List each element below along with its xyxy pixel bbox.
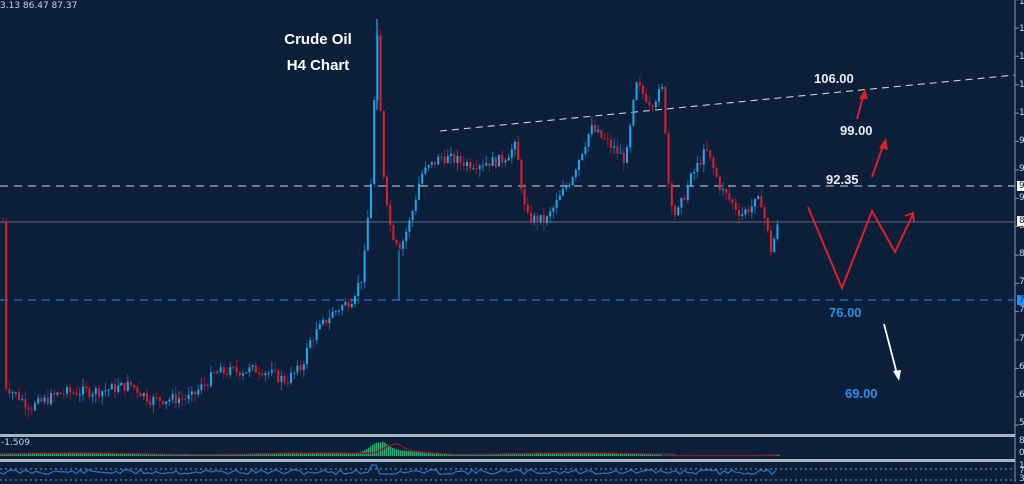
target-label-106: 106.00	[814, 71, 854, 86]
price-axis-label: 102.60	[1019, 108, 1024, 118]
support-price-tag: 76.18	[1017, 295, 1024, 305]
chart-title-instrument: Crude Oil	[262, 27, 374, 53]
price-axis-label: 98.65	[1019, 136, 1024, 146]
panel-separator[interactable]	[0, 459, 1015, 462]
current-price-tag: 87.37	[1017, 216, 1024, 226]
price-axis-label: 110.55	[1019, 52, 1024, 62]
panel-separator[interactable]	[0, 434, 1015, 437]
ohlc-readout: 3.13 86.47 87.37	[0, 1, 77, 11]
resistance-price-tag: 92.33	[1017, 181, 1024, 191]
chart-title: Crude Oil H4 Chart	[262, 27, 374, 79]
price-axis-label: 90.70	[1019, 193, 1024, 203]
price-axis-label: 66.90	[1019, 362, 1024, 372]
level-label-76: 76.00	[829, 305, 862, 320]
price-axis-label: 78.80	[1019, 277, 1024, 287]
price-axis-label: 70.90	[1019, 334, 1024, 344]
price-axis-label: 114.50	[1019, 24, 1024, 34]
price-axis-label: 74.85	[1019, 305, 1024, 315]
macd-axis-top: 8.305	[1019, 436, 1024, 446]
price-axis-label: 62.95	[1019, 390, 1024, 400]
target-label-69: 69.00	[845, 386, 878, 401]
rsi-axis-30: 30	[1019, 474, 1024, 484]
chart-title-timeframe: H4 Chart	[262, 53, 374, 79]
price-axis-label: 118.45	[1019, 0, 1024, 7]
price-axis-label: 82.75	[1019, 249, 1024, 259]
price-axis-label: 94.65	[1019, 164, 1024, 174]
macd-axis-zero: 0.000	[1019, 448, 1024, 458]
macd-value: -1.509	[1, 438, 30, 448]
target-label-99: 99.00	[840, 123, 873, 138]
level-label-92: 92.35	[826, 172, 859, 187]
price-axis-label: 59.00	[1019, 418, 1024, 428]
price-axis-label: 106.55	[1019, 80, 1024, 90]
